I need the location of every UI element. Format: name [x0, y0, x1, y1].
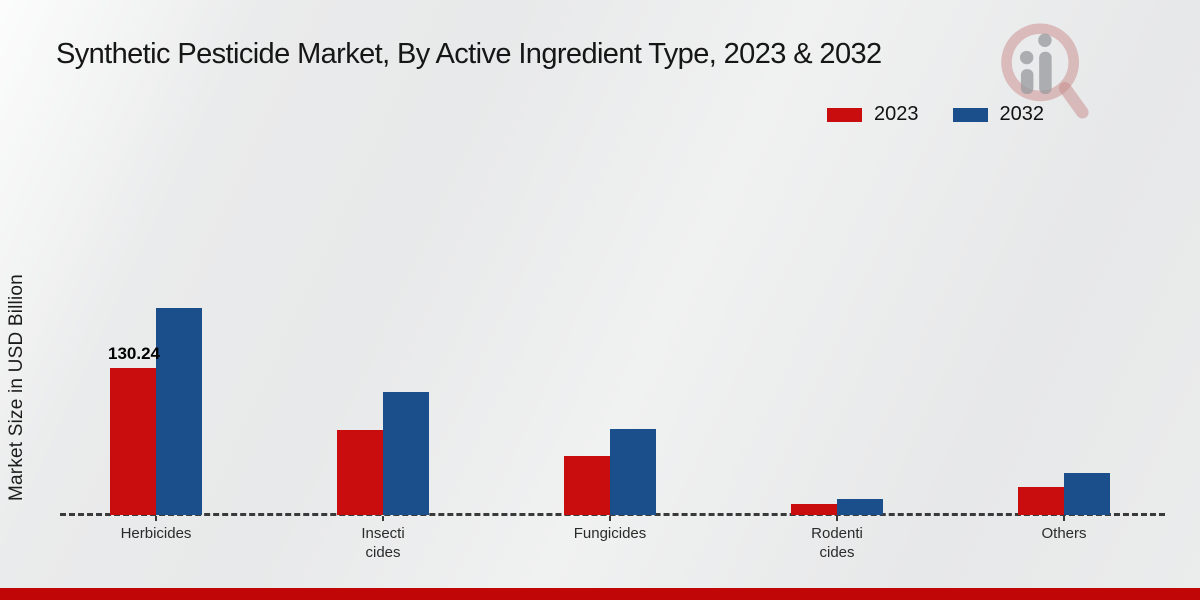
legend-label-2032: 2032: [999, 103, 1045, 125]
category-label-fungicides: Fungicides: [573, 525, 647, 542]
x-axis-tick-rodenticides: [836, 516, 838, 521]
legend-item-2023: 2023: [827, 103, 919, 126]
category-label-herbicides: Herbicides: [120, 525, 192, 542]
x-axis-tick-others: [1063, 516, 1065, 521]
chart-title: Synthetic Pesticide Market, By Active In…: [56, 38, 882, 70]
bar-others-2032: [1064, 473, 1110, 515]
bar-fungicides-2023: [564, 456, 610, 515]
category-label-rodenticides: Rodenti cides: [811, 525, 863, 561]
category-label-others: Others: [1041, 525, 1087, 542]
bar-rodenticides-2023: [791, 504, 837, 515]
legend-label-2023: 2023: [874, 103, 919, 125]
legend: 2023 2032: [827, 103, 1044, 126]
bar-herbicides-2023: [110, 368, 156, 515]
bar-insecticides-2023: [337, 430, 383, 515]
bar-rodenticides-2032: [837, 499, 883, 515]
bar-others-2023: [1018, 487, 1064, 515]
bar-insecticides-2032: [383, 392, 429, 515]
bar-herbicides-2032: [156, 308, 202, 515]
x-axis-tick-insecticides: [382, 516, 384, 521]
category-label-insecticides: Insecti cides: [361, 525, 405, 561]
y-axis-label: Market Size in USD Billion: [6, 274, 27, 502]
legend-swatch-2032-icon: [952, 107, 988, 122]
legend-swatch-2023-icon: [827, 107, 862, 122]
footer-red-bar: [0, 588, 1200, 600]
bar-value-label-herbicides-2023: 130.24: [108, 344, 160, 363]
x-axis-tick-herbicides: [155, 516, 157, 521]
x-axis-tick-fungicides: [609, 516, 611, 521]
bar-fungicides-2032: [610, 429, 656, 515]
legend-item-2032: 2032: [952, 103, 1045, 126]
